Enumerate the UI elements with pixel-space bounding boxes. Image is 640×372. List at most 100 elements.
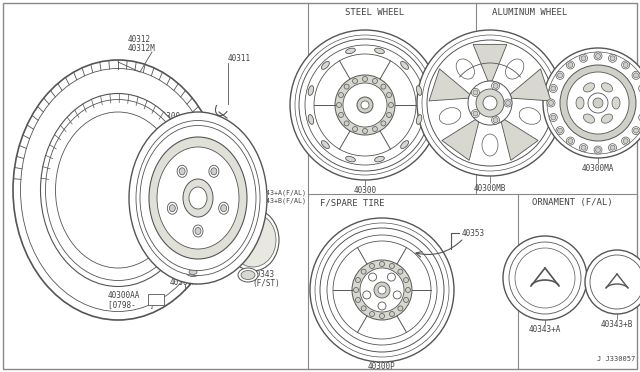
Ellipse shape [639, 113, 640, 122]
Circle shape [483, 96, 497, 110]
Ellipse shape [594, 146, 602, 154]
Ellipse shape [595, 148, 600, 153]
Ellipse shape [568, 62, 573, 67]
Circle shape [585, 250, 640, 314]
Ellipse shape [482, 134, 498, 156]
Ellipse shape [186, 267, 200, 276]
Text: F/SPARE TIRE: F/SPARE TIRE [320, 198, 385, 207]
Ellipse shape [547, 99, 555, 107]
Text: 40300: 40300 [353, 186, 376, 195]
Circle shape [472, 89, 479, 96]
Circle shape [372, 78, 378, 83]
Polygon shape [510, 69, 551, 101]
Circle shape [406, 288, 410, 292]
Ellipse shape [551, 86, 556, 91]
Circle shape [361, 306, 366, 311]
Circle shape [472, 110, 479, 118]
Text: J J330057: J J330057 [596, 356, 635, 362]
Ellipse shape [579, 54, 588, 62]
Ellipse shape [193, 225, 203, 237]
Circle shape [380, 314, 385, 318]
Circle shape [493, 83, 498, 89]
Circle shape [404, 298, 408, 302]
Ellipse shape [149, 137, 247, 259]
Ellipse shape [639, 84, 640, 93]
Circle shape [363, 291, 371, 299]
Ellipse shape [13, 60, 223, 320]
Circle shape [378, 286, 386, 294]
Circle shape [398, 306, 403, 311]
Circle shape [369, 263, 374, 269]
Circle shape [372, 126, 378, 132]
Circle shape [390, 311, 394, 317]
Circle shape [393, 291, 401, 299]
Ellipse shape [221, 205, 227, 212]
Ellipse shape [609, 54, 616, 62]
Circle shape [506, 100, 511, 106]
Circle shape [352, 260, 412, 320]
Ellipse shape [579, 144, 588, 152]
Circle shape [337, 103, 342, 108]
Circle shape [390, 263, 394, 269]
Ellipse shape [551, 115, 556, 120]
Circle shape [473, 90, 478, 95]
Text: [0798-   ]: [0798- ] [108, 300, 154, 309]
Ellipse shape [609, 144, 616, 152]
Circle shape [378, 302, 386, 310]
Circle shape [473, 111, 478, 116]
Polygon shape [429, 69, 470, 101]
Text: 40300MB: 40300MB [474, 184, 506, 193]
Ellipse shape [401, 141, 408, 148]
Circle shape [404, 278, 408, 283]
Text: 40353: 40353 [462, 228, 485, 237]
Ellipse shape [241, 270, 255, 279]
Ellipse shape [417, 86, 422, 95]
Ellipse shape [374, 48, 385, 54]
Text: 40224: 40224 [170, 269, 193, 278]
Ellipse shape [566, 61, 574, 69]
Circle shape [362, 77, 367, 81]
Ellipse shape [401, 61, 408, 69]
Ellipse shape [549, 113, 557, 122]
Ellipse shape [177, 165, 187, 177]
Ellipse shape [321, 61, 330, 69]
Circle shape [360, 268, 404, 312]
Circle shape [381, 121, 386, 126]
Text: STEEL WHEEL: STEEL WHEEL [345, 8, 404, 17]
Ellipse shape [308, 115, 314, 124]
Circle shape [355, 298, 360, 302]
Circle shape [374, 282, 390, 298]
Circle shape [492, 82, 500, 90]
Ellipse shape [632, 71, 640, 79]
Ellipse shape [548, 100, 554, 106]
Circle shape [357, 97, 373, 113]
Ellipse shape [170, 205, 175, 212]
Ellipse shape [549, 84, 557, 93]
Text: 40300MA: 40300MA [582, 164, 614, 173]
Ellipse shape [623, 62, 628, 67]
Bar [148, 294, 164, 305]
Circle shape [344, 121, 349, 126]
Polygon shape [442, 119, 479, 160]
Ellipse shape [45, 99, 191, 280]
Text: (F/ST): (F/ST) [252, 279, 280, 288]
Ellipse shape [556, 71, 564, 79]
Circle shape [355, 278, 360, 283]
Circle shape [335, 75, 395, 135]
Ellipse shape [581, 56, 586, 61]
Text: ORNAMENT (F/AL): ORNAMENT (F/AL) [532, 198, 612, 207]
Circle shape [353, 126, 358, 132]
Circle shape [417, 30, 563, 176]
Ellipse shape [557, 73, 563, 78]
Circle shape [493, 118, 498, 123]
Text: 40311: 40311 [228, 54, 251, 63]
Ellipse shape [594, 52, 602, 60]
Ellipse shape [634, 128, 639, 133]
Circle shape [290, 30, 440, 180]
Circle shape [369, 311, 374, 317]
Ellipse shape [632, 126, 640, 135]
Ellipse shape [576, 97, 584, 109]
Circle shape [310, 218, 454, 362]
Ellipse shape [557, 128, 563, 133]
Circle shape [588, 93, 608, 113]
